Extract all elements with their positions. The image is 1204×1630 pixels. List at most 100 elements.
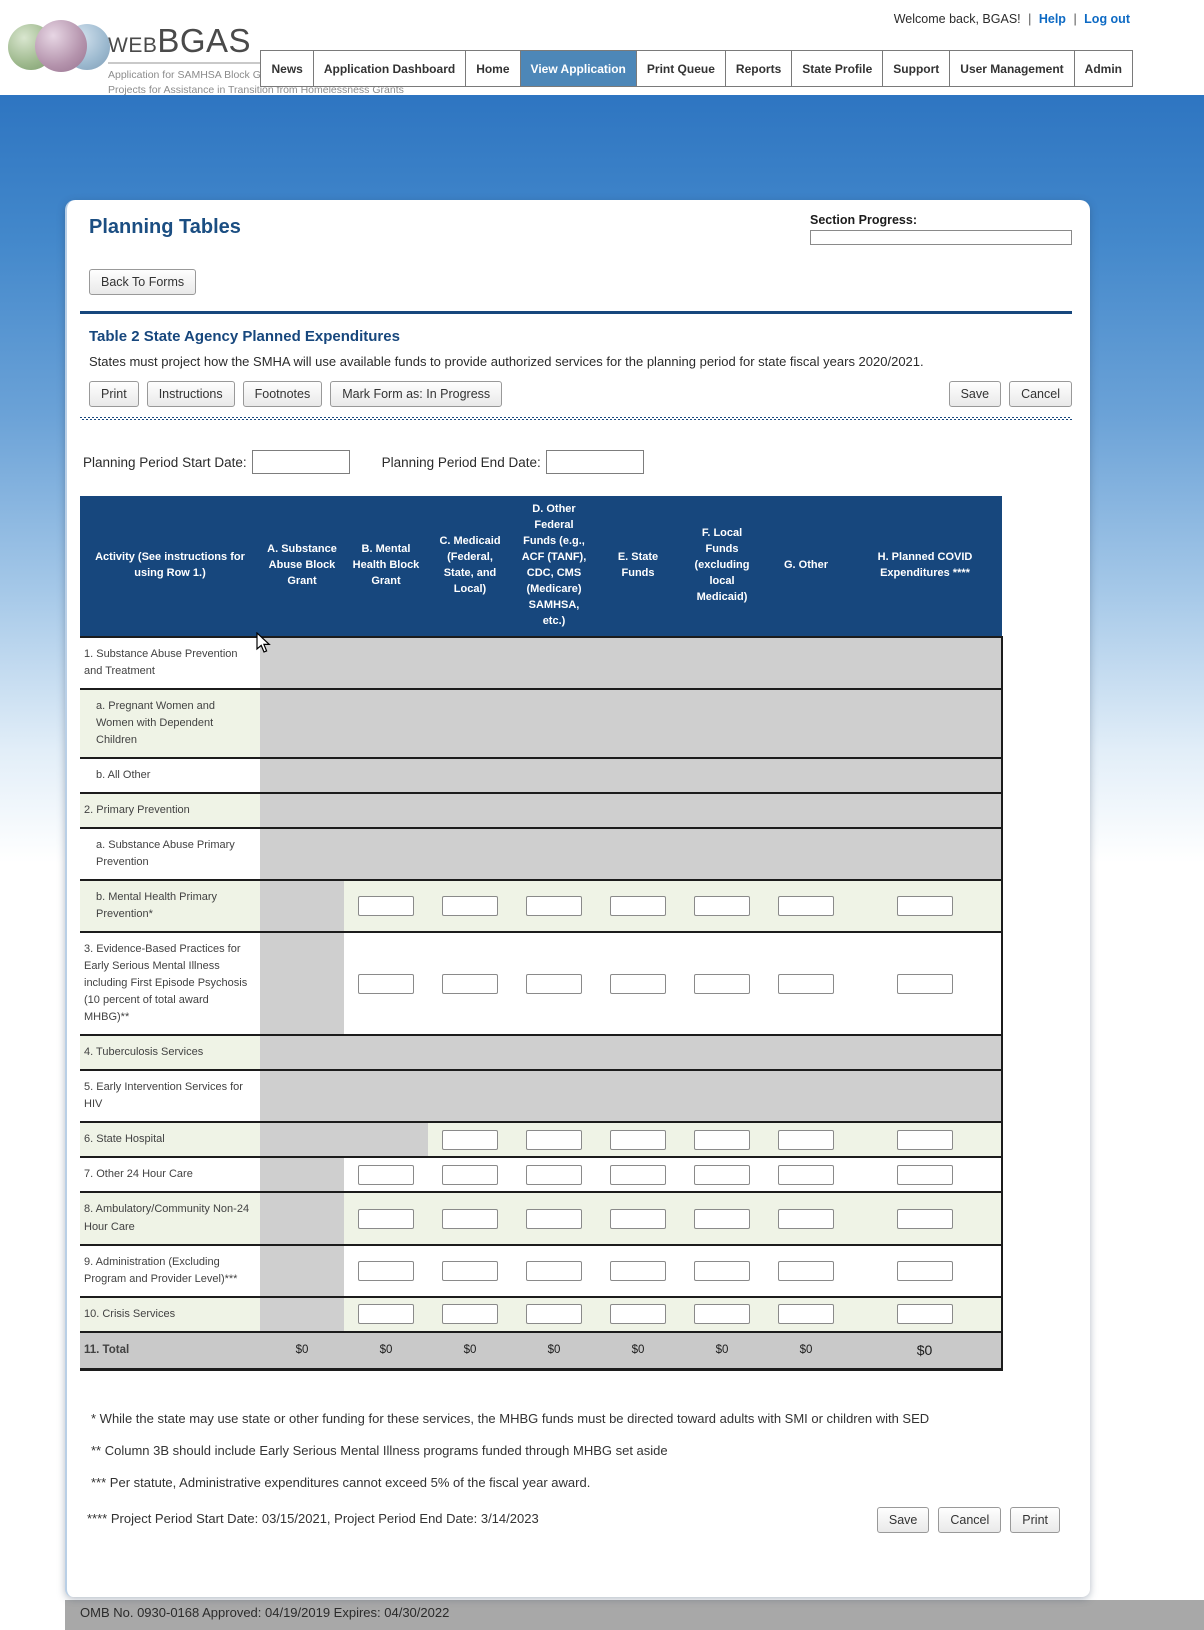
- amount-input[interactable]: [778, 895, 834, 916]
- end-date-input[interactable]: [545, 450, 644, 474]
- cell-editable: [764, 1121, 848, 1158]
- row-label: b. All Other: [80, 756, 260, 793]
- amount-input[interactable]: [610, 1208, 666, 1229]
- cell-disabled: [428, 791, 512, 828]
- total-value: $0: [680, 1330, 764, 1372]
- amount-input[interactable]: [610, 1260, 666, 1281]
- save-button[interactable]: Save: [948, 381, 1002, 407]
- planning-period-row: Planning Period Start Date: Planning Per…: [83, 450, 1072, 474]
- cell-disabled: [764, 635, 848, 689]
- amount-input[interactable]: [358, 1260, 414, 1281]
- amount-input[interactable]: [358, 973, 414, 994]
- amount-input[interactable]: [778, 1208, 834, 1229]
- nav-tab-support[interactable]: Support: [883, 51, 951, 86]
- mark-form-as-in-progress-button[interactable]: Mark Form as: In Progress: [330, 381, 503, 407]
- amount-input[interactable]: [896, 895, 953, 916]
- amount-input[interactable]: [358, 1208, 414, 1229]
- amount-input[interactable]: [442, 1208, 498, 1229]
- amount-input[interactable]: [896, 1164, 953, 1185]
- amount-input[interactable]: [778, 1164, 834, 1185]
- amount-input[interactable]: [694, 1129, 750, 1150]
- amount-input[interactable]: [610, 1304, 666, 1325]
- amount-input[interactable]: [526, 973, 582, 994]
- cell-editable: [344, 878, 428, 933]
- nav-tab-state-profile[interactable]: State Profile: [792, 51, 884, 86]
- cell-disabled: [344, 1121, 428, 1158]
- amount-input[interactable]: [526, 1208, 582, 1229]
- amount-input[interactable]: [610, 895, 666, 916]
- logout-link[interactable]: Log out: [1084, 12, 1130, 26]
- amount-input[interactable]: [442, 1304, 498, 1325]
- amount-input[interactable]: [358, 1164, 414, 1185]
- nav-tab-home[interactable]: Home: [466, 51, 521, 86]
- amount-input[interactable]: [442, 895, 498, 916]
- amount-input[interactable]: [526, 1164, 582, 1185]
- amount-input[interactable]: [778, 1129, 834, 1150]
- nav-tab-reports[interactable]: Reports: [726, 51, 793, 86]
- cell-disabled: [764, 791, 848, 828]
- amount-input[interactable]: [526, 1260, 582, 1281]
- amount-input[interactable]: [610, 973, 666, 994]
- amount-input[interactable]: [442, 1260, 498, 1281]
- amount-input[interactable]: [694, 973, 750, 994]
- amount-input[interactable]: [896, 1260, 953, 1281]
- amount-input[interactable]: [358, 1304, 414, 1325]
- logo-divider: [108, 62, 408, 64]
- amount-input[interactable]: [694, 895, 750, 916]
- amount-input[interactable]: [778, 1260, 834, 1281]
- amount-input[interactable]: [526, 895, 582, 916]
- amount-input[interactable]: [610, 1164, 666, 1185]
- amount-input[interactable]: [526, 1304, 582, 1325]
- amount-input[interactable]: [896, 1304, 953, 1325]
- cell-disabled: [428, 635, 512, 689]
- amount-input[interactable]: [358, 895, 414, 916]
- cell-editable: [596, 1295, 680, 1332]
- help-link[interactable]: Help: [1038, 12, 1066, 26]
- amount-input[interactable]: [610, 1129, 666, 1150]
- amount-input[interactable]: [526, 1129, 582, 1150]
- cancel-button-bottom[interactable]: Cancel: [938, 1507, 1002, 1534]
- amount-input[interactable]: [778, 973, 834, 994]
- mouse-cursor: [256, 632, 271, 653]
- cell-editable: [512, 1191, 596, 1245]
- cell-disabled: [596, 756, 680, 793]
- nav-tab-view-application[interactable]: View Application: [520, 51, 637, 86]
- cell-disabled: [344, 687, 428, 758]
- bottom-gray-bar: [65, 1600, 1204, 1630]
- amount-input[interactable]: [896, 1129, 953, 1150]
- amount-input[interactable]: [694, 1260, 750, 1281]
- amount-input[interactable]: [694, 1164, 750, 1185]
- back-to-forms-button[interactable]: Back To Forms: [89, 269, 197, 295]
- start-date-input[interactable]: [251, 450, 350, 474]
- form-toolbar: Print Instructions Footnotes Mark Form as: …: [89, 381, 1072, 407]
- cell-editable: [848, 931, 1003, 1036]
- nav-tab-news[interactable]: News: [261, 51, 314, 86]
- cell-disabled: [344, 1034, 428, 1071]
- total-row-label: 11. Total: [80, 1330, 260, 1372]
- amount-input[interactable]: [442, 1129, 498, 1150]
- amount-input[interactable]: [694, 1208, 750, 1229]
- cell-editable: [344, 1156, 428, 1193]
- row-label: 9. Administration (Excluding Program and…: [80, 1243, 260, 1297]
- cell-disabled: [260, 791, 344, 828]
- amount-input[interactable]: [442, 1164, 498, 1185]
- amount-input[interactable]: [896, 1208, 953, 1229]
- cancel-button[interactable]: Cancel: [1009, 381, 1072, 407]
- table-row: a. Substance Abuse Primary Prevention: [80, 826, 1003, 880]
- amount-input[interactable]: [896, 973, 953, 994]
- cell-disabled: [260, 1121, 344, 1158]
- instructions-button[interactable]: Instructions: [146, 381, 235, 407]
- amount-input[interactable]: [778, 1304, 834, 1325]
- table-row: 2. Primary Prevention: [80, 791, 1003, 828]
- nav-tab-print-queue[interactable]: Print Queue: [637, 51, 726, 86]
- cell-editable: [848, 1156, 1003, 1193]
- print-button-bottom[interactable]: Print: [1010, 1507, 1060, 1534]
- amount-input[interactable]: [694, 1304, 750, 1325]
- amount-input[interactable]: [442, 973, 498, 994]
- nav-tab-user-management[interactable]: User Management: [950, 51, 1075, 86]
- nav-tab-admin[interactable]: Admin: [1084, 62, 1122, 76]
- print-button[interactable]: Print: [89, 381, 139, 407]
- save-button-bottom[interactable]: Save: [876, 1507, 930, 1534]
- footnotes-button[interactable]: Footnotes: [242, 381, 323, 407]
- nav-tab-application-dashboard[interactable]: Application Dashboard: [314, 51, 467, 86]
